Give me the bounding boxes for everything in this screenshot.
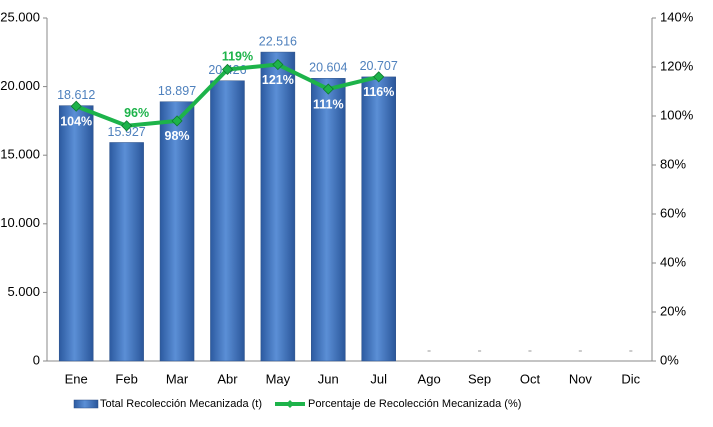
bar-value-label: 20.604	[309, 61, 347, 75]
line-value-label: 96%	[124, 106, 149, 120]
x-tick-label: Jun	[318, 371, 339, 386]
x-tick-label: Nov	[569, 371, 593, 386]
bar	[361, 76, 396, 362]
x-tick-label: Ago	[418, 371, 441, 386]
bar-value-label: 18.897	[158, 84, 196, 98]
bar-value-label: -	[629, 343, 633, 357]
legend-marker	[286, 400, 294, 408]
line-value-label: 116%	[363, 85, 394, 99]
y2-tick-label: 100%	[660, 107, 694, 122]
x-tick-label: Sep	[468, 371, 491, 386]
bar-value-label: -	[477, 343, 481, 357]
x-tick-label: Feb	[115, 371, 137, 386]
bar-value-label: 18.612	[57, 88, 95, 102]
y2-tick-label: 60%	[660, 205, 686, 220]
line-marker	[322, 83, 334, 95]
bar-value-label: 22.516	[259, 34, 297, 48]
bar-value-label: -	[528, 343, 532, 357]
bar	[260, 51, 296, 362]
legend-label: Total Recolección Mecanizada (t)	[100, 398, 262, 410]
bar-value-label: -	[578, 343, 582, 357]
line-marker	[373, 71, 385, 83]
line-value-label: 104%	[60, 114, 92, 128]
line-marker	[70, 100, 82, 112]
y2-tick-label: 140%	[660, 9, 694, 24]
bar	[159, 101, 195, 362]
y-tick-label: 20.000	[0, 78, 40, 93]
bar	[311, 78, 346, 362]
line-value-label: 111%	[313, 97, 344, 111]
x-tick-label: Jul	[370, 371, 387, 386]
y2-tick-label: 80%	[660, 156, 686, 171]
line-marker	[272, 58, 284, 71]
bar	[210, 80, 245, 362]
bar-value-label: 20.707	[360, 59, 398, 73]
x-tick-label: Mar	[166, 371, 189, 386]
line-value-label: 98%	[165, 129, 190, 143]
y2-tick-label: 0%	[660, 352, 679, 367]
x-tick-label: Abr	[217, 371, 238, 386]
legend-label: Porcentaje de Recolección Mecanizada (%)	[308, 398, 521, 410]
x-tick-label: Dic	[621, 371, 640, 386]
x-tick-label: May	[266, 371, 291, 386]
bar	[109, 142, 144, 362]
bar	[58, 105, 94, 362]
legend-swatch	[73, 399, 99, 409]
y-tick-label: 10.000	[0, 215, 40, 230]
y-tick-label: 0	[33, 352, 40, 367]
bar-value-label: 15.927	[108, 125, 146, 139]
x-tick-label: Ene	[65, 371, 88, 386]
x-tick-label: Oct	[520, 371, 541, 386]
y-tick-label: 25.000	[0, 9, 40, 24]
line-marker	[221, 63, 234, 76]
line-value-label: 121%	[262, 73, 294, 87]
y2-tick-label: 120%	[660, 58, 694, 73]
y2-tick-label: 40%	[660, 254, 686, 269]
y-tick-label: 15.000	[0, 147, 40, 162]
bar-value-label: -	[427, 343, 431, 357]
y-tick-label: 5.000	[7, 284, 40, 299]
line-marker	[121, 120, 133, 132]
y2-tick-label: 20%	[660, 303, 686, 318]
line-value-label: 119%	[222, 50, 253, 64]
line-marker	[171, 115, 183, 127]
